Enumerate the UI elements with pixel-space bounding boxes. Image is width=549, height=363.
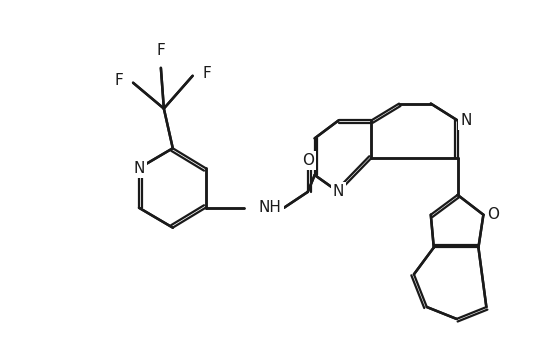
Text: F: F	[114, 73, 123, 88]
Text: O: O	[488, 207, 500, 222]
Text: N: N	[461, 113, 472, 128]
Text: N: N	[333, 184, 344, 199]
Text: N: N	[133, 160, 145, 176]
Text: F: F	[156, 43, 165, 58]
Text: O: O	[302, 153, 313, 168]
Text: F: F	[203, 66, 211, 81]
Text: NH: NH	[259, 200, 282, 215]
